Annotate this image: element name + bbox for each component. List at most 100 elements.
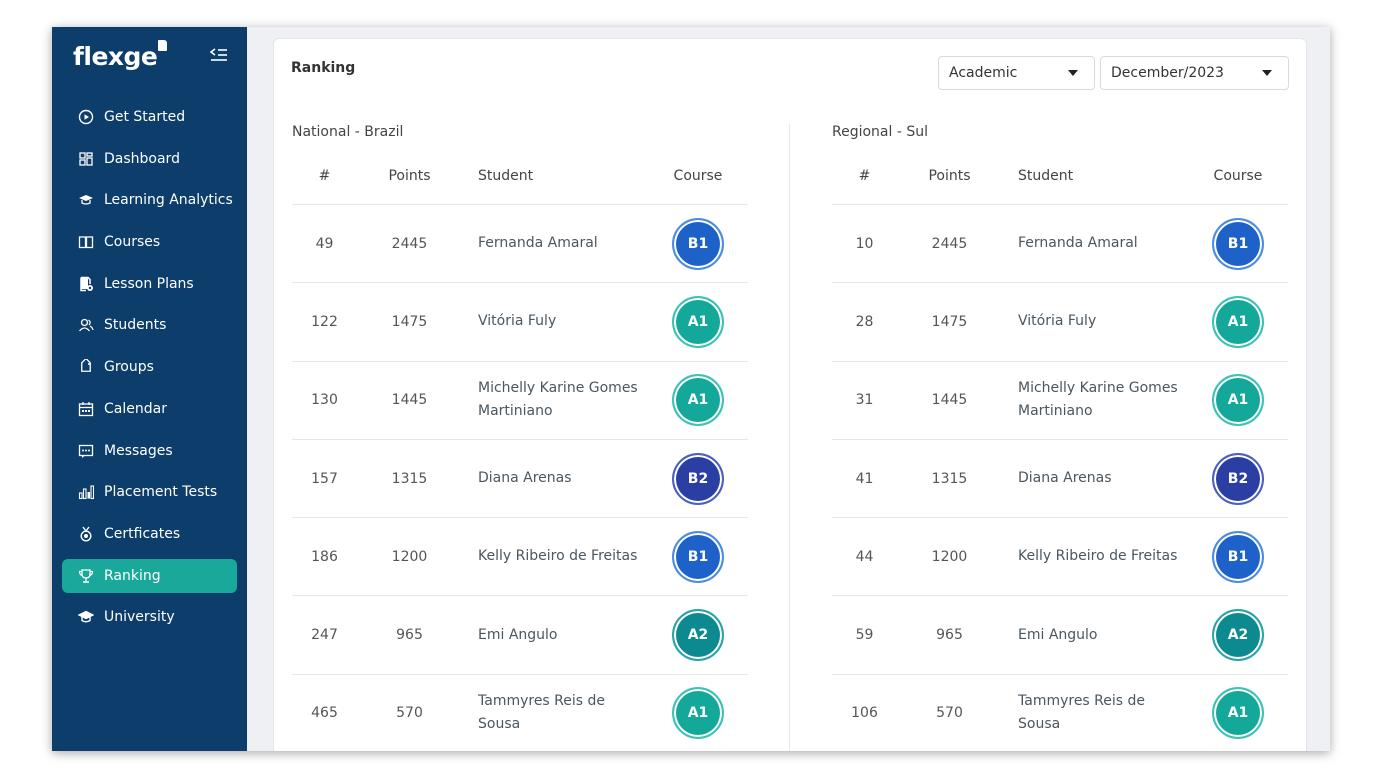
course-badge: A1 bbox=[672, 295, 724, 348]
student-name-cell: Diana Arenas bbox=[1018, 470, 1112, 487]
ranking-card: Ranking Academic December/2023 National … bbox=[273, 38, 1307, 751]
table-row: 106 570 Tammyres Reis de Sousa A1 bbox=[832, 675, 1288, 751]
points-cell: 1475 bbox=[931, 313, 968, 330]
table-row: 465 570 Tammyres Reis de Sousa A1 bbox=[292, 675, 748, 751]
student-name-cell: Emi Angulo bbox=[1018, 626, 1098, 643]
sidebar-item-university[interactable]: University bbox=[62, 600, 237, 634]
app-window: flexge Get Started Dashboard Learning Anal… bbox=[52, 27, 1330, 751]
course-header: Course bbox=[673, 168, 723, 184]
national-ranking-panel: National - Brazil # Points Student Cours… bbox=[292, 124, 748, 751]
table-row: 122 1475 Vitória Fuly A1 bbox=[292, 283, 748, 362]
course-cell: B1 bbox=[648, 217, 748, 270]
course-badge: A2 bbox=[672, 609, 724, 662]
rank-cell: 186 bbox=[311, 548, 338, 565]
sidebar-item-label: Messages bbox=[104, 442, 173, 459]
book-icon bbox=[78, 234, 94, 250]
course-cell: B2 bbox=[648, 452, 748, 505]
points-cell: 570 bbox=[396, 705, 423, 722]
points-cell: 570 bbox=[936, 705, 963, 722]
student-name-cell: Vitória Fuly bbox=[1018, 313, 1097, 330]
page-title: Ranking bbox=[291, 60, 356, 76]
dashboard-grid-icon bbox=[78, 151, 94, 167]
table-row: 59 965 Emi Angulo A2 bbox=[832, 596, 1288, 675]
points-cell: 1200 bbox=[931, 548, 968, 565]
course-cell: A1 bbox=[1188, 687, 1288, 740]
rank-cell: 122 bbox=[311, 313, 338, 330]
ranking-type-value: Academic bbox=[949, 65, 1018, 81]
sidebar-item-ranking[interactable]: Ranking bbox=[62, 558, 237, 593]
rank-header: # bbox=[318, 168, 331, 184]
points-header: Points bbox=[388, 168, 431, 184]
sidebar-item-lesson-plans[interactable]: Lesson Plans bbox=[62, 267, 237, 301]
rank-cell: 59 bbox=[855, 627, 874, 644]
rank-cell: 49 bbox=[315, 235, 334, 252]
sidebar-item-label: Groups bbox=[104, 359, 154, 376]
course-cell: B1 bbox=[1188, 530, 1288, 583]
sidebar-item-get-started[interactable]: Get Started bbox=[62, 100, 237, 134]
regional-ranking-panel: Regional - Sul # Points Student Course 1… bbox=[832, 124, 1288, 751]
regional-table-header: # Points Student Course bbox=[832, 148, 1288, 205]
rank-cell: 106 bbox=[851, 705, 878, 722]
course-cell: B1 bbox=[648, 530, 748, 583]
student-name-cell: Emi Angulo bbox=[478, 626, 558, 643]
table-row: 28 1475 Vitória Fuly A1 bbox=[832, 283, 1288, 362]
course-badge: A1 bbox=[1212, 687, 1264, 740]
course-cell: B1 bbox=[1188, 217, 1288, 270]
points-cell: 2445 bbox=[391, 235, 428, 252]
sidebar-item-certficates[interactable]: Certficates bbox=[62, 517, 237, 551]
course-cell: B2 bbox=[1188, 452, 1288, 505]
student-name-cell: Fernanda Amaral bbox=[1018, 235, 1138, 252]
points-header: Points bbox=[928, 168, 971, 184]
table-row: 41 1315 Diana Arenas B2 bbox=[832, 440, 1288, 519]
student-header: Student bbox=[1018, 167, 1074, 184]
rank-cell: 44 bbox=[855, 548, 874, 565]
sidebar-item-label: University bbox=[104, 609, 175, 626]
sidebar-item-label: Ranking bbox=[104, 567, 161, 584]
student-name-cell: Kelly Ribeiro de Freitas bbox=[1018, 548, 1178, 565]
lesson-plan-icon bbox=[78, 276, 94, 292]
flexge-logo[interactable]: flexge bbox=[73, 40, 168, 71]
points-cell: 1315 bbox=[391, 470, 428, 487]
course-badge: A2 bbox=[1212, 609, 1264, 662]
national-table-header: # Points Student Course bbox=[292, 148, 748, 205]
sidebar-nav: Get Started Dashboard Learning Analytics Co… bbox=[62, 100, 237, 642]
national-table-body: 49 2445 Fernanda Amaral B1 122 1475 Vitória Fu… bbox=[292, 205, 748, 751]
sidebar-item-students[interactable]: Students bbox=[62, 308, 237, 342]
sidebar-item-dashboard[interactable]: Dashboard bbox=[62, 142, 237, 176]
course-cell: A1 bbox=[648, 374, 748, 427]
table-row: 44 1200 Kelly Ribeiro de Freitas B1 bbox=[832, 518, 1288, 597]
sidebar: flexge Get Started Dashboard Learning Anal… bbox=[52, 27, 247, 751]
course-badge: A1 bbox=[672, 374, 724, 427]
university-cap-icon bbox=[78, 609, 94, 625]
student-name-cell: Michelly Karine Gomes Martiniano bbox=[1018, 380, 1178, 420]
sidebar-item-placement-tests[interactable]: Placement Tests bbox=[62, 475, 237, 509]
collapse-sidebar-icon[interactable] bbox=[209, 47, 228, 63]
points-cell: 1445 bbox=[931, 392, 968, 409]
table-row: 31 1445 Michelly Karine Gomes Martiniano A1 bbox=[832, 362, 1288, 440]
sidebar-item-label: Courses bbox=[104, 234, 161, 251]
rank-cell: 157 bbox=[311, 470, 338, 487]
panel-divider bbox=[789, 124, 790, 751]
sidebar-item-learning-analytics[interactable]: Learning Analytics bbox=[62, 183, 237, 217]
rank-header: # bbox=[858, 168, 871, 184]
sidebar-item-calendar[interactable]: Calendar bbox=[62, 392, 237, 426]
course-cell: A1 bbox=[1188, 295, 1288, 348]
course-cell: A2 bbox=[648, 609, 748, 662]
ranking-type-select[interactable]: Academic bbox=[938, 56, 1095, 90]
course-badge: A1 bbox=[1212, 374, 1264, 427]
regional-ranking-title: Regional - Sul bbox=[832, 124, 928, 140]
points-cell: 2445 bbox=[931, 235, 968, 252]
tag-icon bbox=[78, 359, 94, 375]
sidebar-item-groups[interactable]: Groups bbox=[62, 350, 237, 384]
period-select[interactable]: December/2023 bbox=[1100, 56, 1289, 90]
rank-cell: 41 bbox=[855, 470, 874, 487]
logo-text: flexge bbox=[73, 42, 158, 71]
rank-cell: 10 bbox=[855, 235, 874, 252]
graduation-cap-icon bbox=[78, 192, 94, 208]
course-header: Course bbox=[1213, 168, 1263, 184]
play-circle-icon bbox=[78, 109, 94, 125]
course-cell: A2 bbox=[1188, 609, 1288, 662]
sidebar-item-courses[interactable]: Courses bbox=[62, 225, 237, 259]
sidebar-item-messages[interactable]: Messages bbox=[62, 434, 237, 468]
course-badge: B1 bbox=[672, 217, 724, 270]
